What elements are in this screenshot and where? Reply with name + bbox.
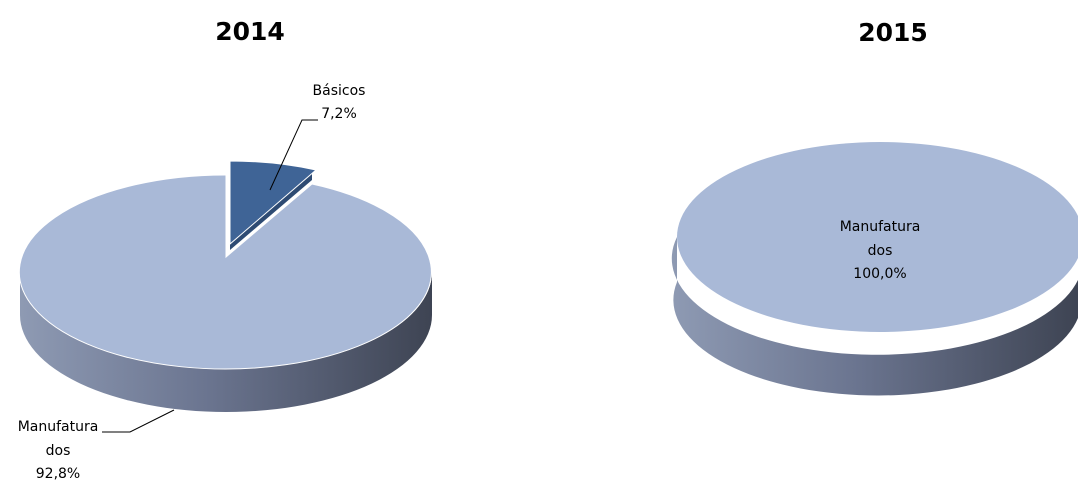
label-manufaturados-name-2014: Manufatura — [18, 419, 99, 435]
label-manufaturados-name2-2014: dos — [46, 443, 71, 459]
label-manufaturados-name-2015: Manufatura — [840, 219, 921, 235]
pie-2014: Básicos 7,2% Manufatura dos 92,8% — [18, 83, 432, 482]
chart-title-2014: 2014 — [215, 17, 285, 46]
pie-2015-slice-manufaturados — [677, 142, 1078, 332]
pie-2014-slice-manufaturados — [18, 174, 432, 370]
label-basicos-percent: 7,2% — [321, 106, 357, 122]
chart-title-2015: 2015 — [858, 18, 928, 47]
pie-2014-slice-basicos — [229, 160, 318, 246]
leader-line-basicos — [269, 119, 318, 191]
label-basicos-name: Básicos — [313, 83, 366, 99]
pie-2015: Manufatura dos 100,0% — [671, 142, 1078, 396]
label-manufaturados-name2-2015: dos — [868, 243, 893, 259]
pie-2014-slice-manufaturados-side — [20, 272, 432, 412]
pie-2015-slice-manufaturados-side — [671, 237, 1078, 396]
label-manufaturados-percent-2014: 92,8% — [36, 466, 80, 482]
leader-line-manufaturados — [102, 409, 175, 433]
label-manufaturados-percent-2015: 100,0% — [853, 266, 906, 282]
